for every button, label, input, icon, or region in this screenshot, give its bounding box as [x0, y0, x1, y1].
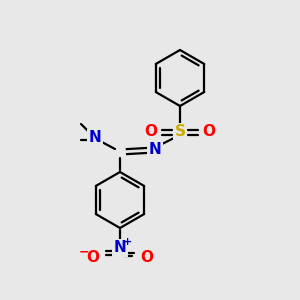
- Text: S: S: [175, 124, 185, 140]
- Text: N: N: [148, 142, 161, 158]
- Text: N: N: [114, 241, 126, 256]
- Text: O: O: [145, 124, 158, 140]
- Text: O: O: [140, 250, 154, 266]
- Text: −: −: [79, 245, 89, 259]
- Text: N: N: [88, 130, 101, 146]
- Text: O: O: [86, 250, 100, 266]
- Text: +: +: [122, 237, 132, 247]
- Text: O: O: [202, 124, 215, 140]
